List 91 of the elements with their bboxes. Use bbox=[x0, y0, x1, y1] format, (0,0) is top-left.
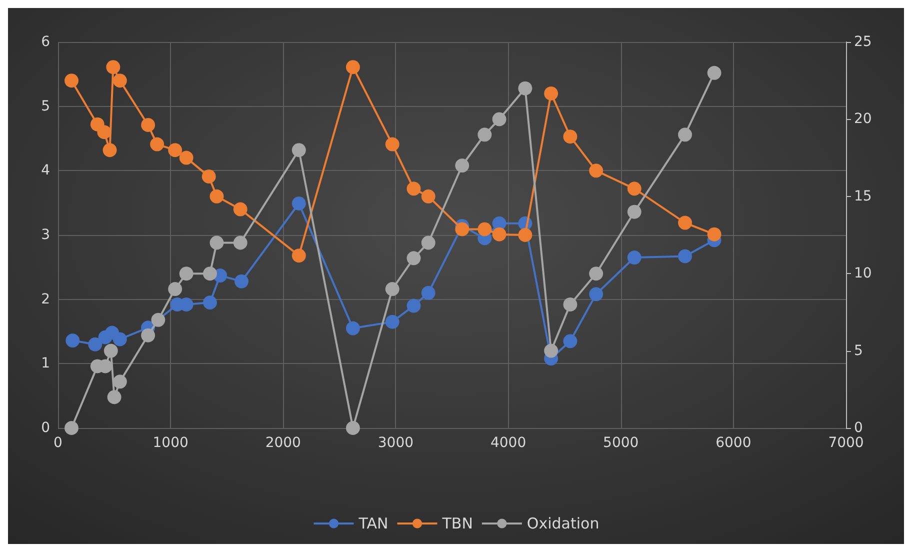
point bbox=[210, 236, 224, 250]
point bbox=[478, 128, 492, 142]
point bbox=[678, 128, 692, 142]
point bbox=[346, 321, 360, 336]
x-tick-label: 7000 bbox=[828, 435, 864, 451]
point bbox=[112, 332, 127, 346]
point bbox=[233, 236, 248, 250]
point bbox=[563, 334, 578, 348]
x-tick-label: 5000 bbox=[603, 435, 639, 451]
point bbox=[179, 266, 194, 281]
point bbox=[202, 266, 217, 281]
point bbox=[589, 164, 604, 178]
point bbox=[292, 196, 306, 210]
point bbox=[210, 189, 224, 204]
point bbox=[627, 182, 642, 196]
point bbox=[406, 182, 421, 196]
y-tick-label: 6 bbox=[41, 34, 50, 50]
point bbox=[627, 250, 642, 265]
y-tick-label: 4 bbox=[41, 162, 50, 179]
point bbox=[406, 298, 421, 313]
point bbox=[707, 227, 722, 242]
point bbox=[563, 297, 578, 312]
x-tick-label: 1000 bbox=[152, 435, 188, 451]
point bbox=[492, 112, 506, 126]
point bbox=[385, 282, 400, 296]
point bbox=[66, 334, 80, 348]
point bbox=[233, 202, 248, 216]
y-tick-label: 0 bbox=[41, 420, 50, 436]
y-tick-label: 5 bbox=[41, 98, 50, 114]
point bbox=[150, 137, 164, 152]
x-tick-label: 4000 bbox=[490, 435, 526, 451]
point bbox=[678, 216, 692, 230]
legend-label: Oxidation bbox=[526, 514, 600, 532]
point bbox=[544, 344, 558, 358]
point bbox=[179, 150, 194, 165]
point bbox=[107, 390, 122, 404]
point bbox=[151, 312, 166, 327]
x-tick-label: 0 bbox=[54, 435, 62, 451]
point bbox=[102, 143, 117, 158]
point bbox=[346, 60, 360, 74]
point bbox=[478, 222, 492, 236]
point bbox=[346, 421, 360, 435]
point bbox=[421, 286, 436, 300]
point bbox=[518, 81, 532, 96]
point bbox=[563, 130, 578, 144]
point bbox=[64, 421, 79, 435]
point bbox=[141, 118, 156, 132]
point bbox=[88, 337, 102, 352]
point bbox=[64, 74, 79, 88]
x-tick-label: 6000 bbox=[716, 435, 752, 451]
point bbox=[455, 222, 470, 236]
y2-tick-label: 5 bbox=[854, 342, 863, 359]
point bbox=[104, 344, 118, 358]
x-tick-label: 2000 bbox=[265, 435, 301, 451]
point bbox=[168, 143, 182, 158]
y2-tick-label: 15 bbox=[854, 188, 872, 204]
point bbox=[406, 251, 421, 266]
y2-tick-label: 20 bbox=[854, 111, 872, 128]
y-tick-label: 3 bbox=[41, 227, 50, 243]
point bbox=[97, 125, 112, 140]
point bbox=[292, 143, 306, 158]
point bbox=[106, 60, 120, 74]
y-tick-label: 2 bbox=[41, 291, 50, 308]
legend-label: TBN bbox=[441, 514, 473, 532]
point bbox=[589, 266, 604, 281]
point bbox=[421, 189, 436, 204]
point bbox=[112, 374, 127, 389]
point bbox=[421, 236, 436, 250]
point bbox=[385, 314, 400, 329]
point bbox=[678, 249, 692, 264]
point bbox=[589, 287, 604, 302]
point bbox=[544, 86, 558, 100]
point bbox=[455, 158, 470, 173]
point bbox=[112, 74, 127, 88]
y2-tick-label: 0 bbox=[854, 420, 863, 436]
point bbox=[141, 328, 156, 342]
point bbox=[202, 296, 217, 310]
point bbox=[168, 282, 182, 296]
point bbox=[518, 228, 532, 242]
point bbox=[492, 227, 506, 242]
point bbox=[707, 66, 722, 80]
point bbox=[385, 137, 400, 152]
legend-label: TAN bbox=[358, 514, 388, 532]
point bbox=[234, 274, 248, 288]
point bbox=[627, 204, 642, 219]
point bbox=[292, 248, 306, 263]
y-tick-label: 1 bbox=[41, 356, 50, 372]
x-tick-label: 3000 bbox=[378, 435, 414, 451]
point bbox=[202, 169, 216, 184]
y2-tick-label: 25 bbox=[854, 34, 872, 50]
y2-tick-label: 10 bbox=[854, 266, 872, 282]
